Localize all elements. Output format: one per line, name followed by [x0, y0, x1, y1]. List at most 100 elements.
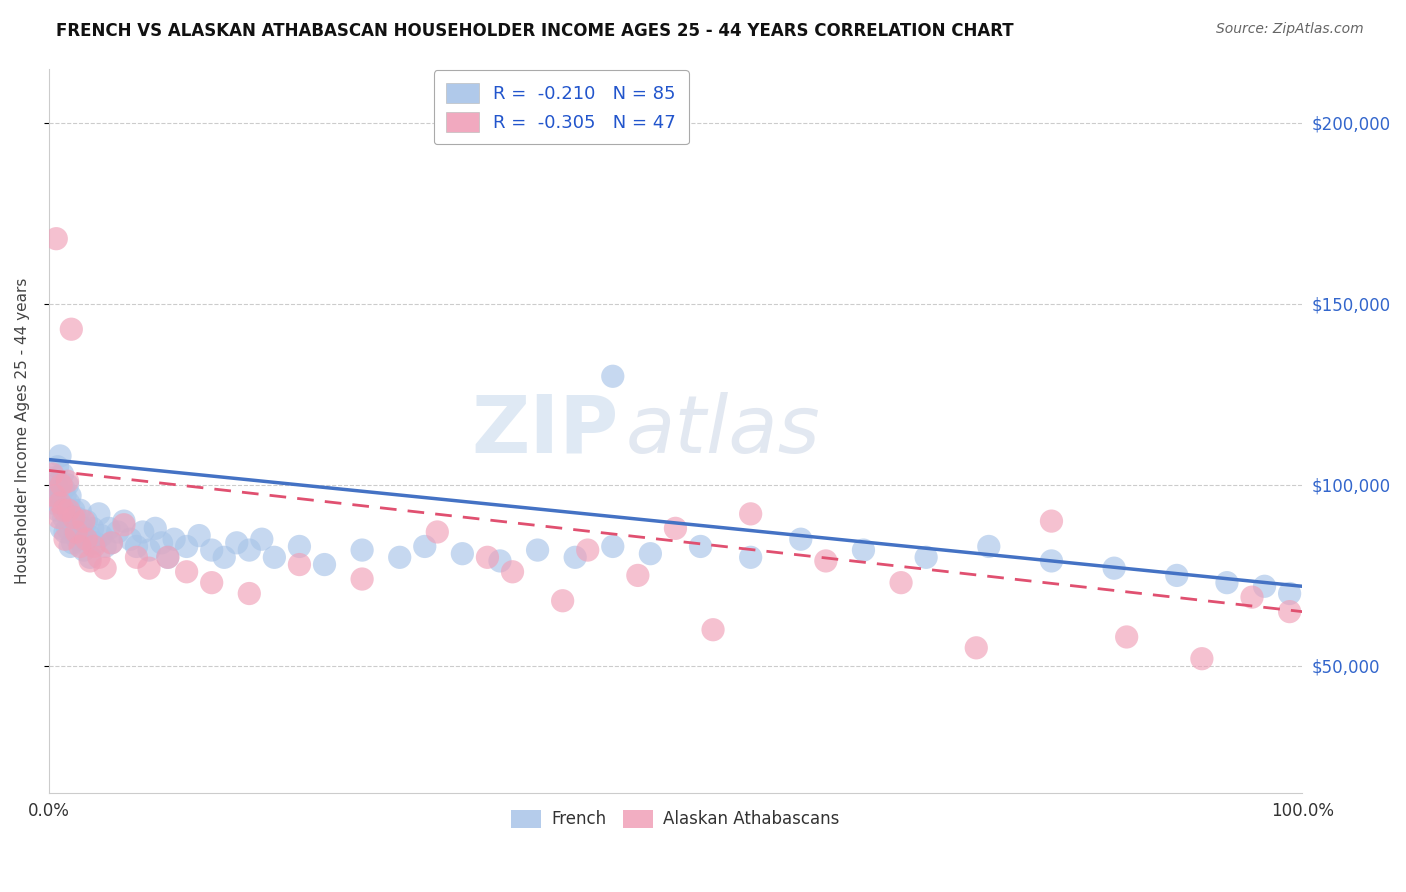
Point	[83, 540, 105, 554]
Point	[42, 485, 65, 500]
Point	[60, 514, 83, 528]
Point	[67, 517, 90, 532]
Point	[72, 521, 94, 535]
Point	[48, 510, 70, 524]
Point	[56, 521, 79, 535]
Point	[502, 565, 524, 579]
Text: atlas: atlas	[626, 392, 820, 469]
Point	[132, 524, 155, 539]
Point	[112, 517, 135, 532]
Point	[188, 528, 211, 542]
Point	[75, 532, 97, 546]
Point	[63, 524, 86, 539]
Point	[65, 510, 87, 524]
Point	[52, 482, 75, 496]
Point	[60, 322, 83, 336]
Point	[965, 640, 987, 655]
Point	[56, 475, 79, 489]
Point	[94, 561, 117, 575]
Point	[49, 496, 72, 510]
Point	[51, 496, 73, 510]
Point	[79, 554, 101, 568]
Point	[526, 543, 548, 558]
Point	[100, 536, 122, 550]
Point	[1040, 514, 1063, 528]
Point	[627, 568, 650, 582]
Point	[138, 561, 160, 575]
Point	[176, 565, 198, 579]
Point	[238, 543, 260, 558]
Point	[51, 478, 73, 492]
Point	[143, 521, 166, 535]
Point	[890, 575, 912, 590]
Point	[52, 503, 75, 517]
Point	[53, 489, 76, 503]
Point	[201, 543, 224, 558]
Point	[176, 540, 198, 554]
Point	[66, 532, 89, 546]
Point	[915, 550, 938, 565]
Point	[97, 521, 120, 535]
Point	[53, 532, 76, 546]
Point	[1216, 575, 1239, 590]
Point	[73, 543, 96, 558]
Point	[451, 547, 474, 561]
Point	[477, 550, 499, 565]
Point	[58, 496, 80, 510]
Point	[48, 482, 70, 496]
Point	[53, 524, 76, 539]
Point	[150, 536, 173, 550]
Point	[212, 550, 235, 565]
Point	[201, 575, 224, 590]
Point	[44, 489, 66, 503]
Text: ZIP: ZIP	[472, 392, 619, 469]
Point	[977, 540, 1000, 554]
Point	[740, 507, 762, 521]
Point	[314, 558, 336, 572]
Point	[51, 521, 73, 535]
Point	[1115, 630, 1137, 644]
Point	[63, 503, 86, 517]
Point	[250, 532, 273, 546]
Point	[90, 528, 112, 542]
Point	[413, 540, 436, 554]
Point	[602, 369, 624, 384]
Point	[225, 536, 247, 550]
Text: Source: ZipAtlas.com: Source: ZipAtlas.com	[1216, 22, 1364, 37]
Point	[59, 540, 82, 554]
Legend: French, Alaskan Athabascans: French, Alaskan Athabascans	[505, 803, 846, 835]
Point	[56, 478, 79, 492]
Y-axis label: Householder Income Ages 25 - 44 years: Householder Income Ages 25 - 44 years	[15, 277, 30, 583]
Point	[1166, 568, 1188, 582]
Point	[551, 593, 574, 607]
Point	[1040, 554, 1063, 568]
Point	[426, 524, 449, 539]
Point	[69, 540, 91, 554]
Point	[75, 514, 97, 528]
Point	[125, 540, 148, 554]
Point	[702, 623, 724, 637]
Point	[352, 543, 374, 558]
Point	[79, 550, 101, 565]
Point	[1278, 586, 1301, 600]
Point	[1240, 590, 1263, 604]
Point	[564, 550, 586, 565]
Point	[238, 586, 260, 600]
Point	[288, 558, 311, 572]
Point	[87, 550, 110, 565]
Point	[107, 524, 129, 539]
Point	[41, 496, 63, 510]
Point	[63, 510, 86, 524]
Point	[65, 524, 87, 539]
Point	[352, 572, 374, 586]
Point	[49, 489, 72, 503]
Point	[51, 467, 73, 481]
Point	[70, 528, 93, 542]
Point	[49, 449, 72, 463]
Point	[388, 550, 411, 565]
Point	[82, 521, 104, 535]
Point	[689, 540, 711, 554]
Point	[112, 514, 135, 528]
Point	[58, 503, 80, 517]
Point	[640, 547, 662, 561]
